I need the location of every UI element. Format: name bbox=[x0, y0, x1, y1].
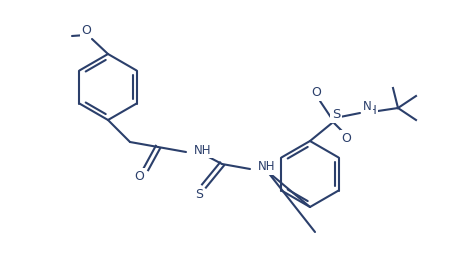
Text: S: S bbox=[195, 188, 203, 200]
Text: O: O bbox=[81, 24, 91, 36]
Text: O: O bbox=[134, 170, 144, 183]
Text: NH: NH bbox=[258, 161, 276, 173]
Text: O: O bbox=[341, 132, 351, 145]
Text: O: O bbox=[311, 86, 321, 100]
Text: N: N bbox=[363, 101, 372, 113]
Text: S: S bbox=[332, 108, 340, 122]
Text: H: H bbox=[368, 105, 377, 117]
Text: NH: NH bbox=[194, 144, 212, 156]
